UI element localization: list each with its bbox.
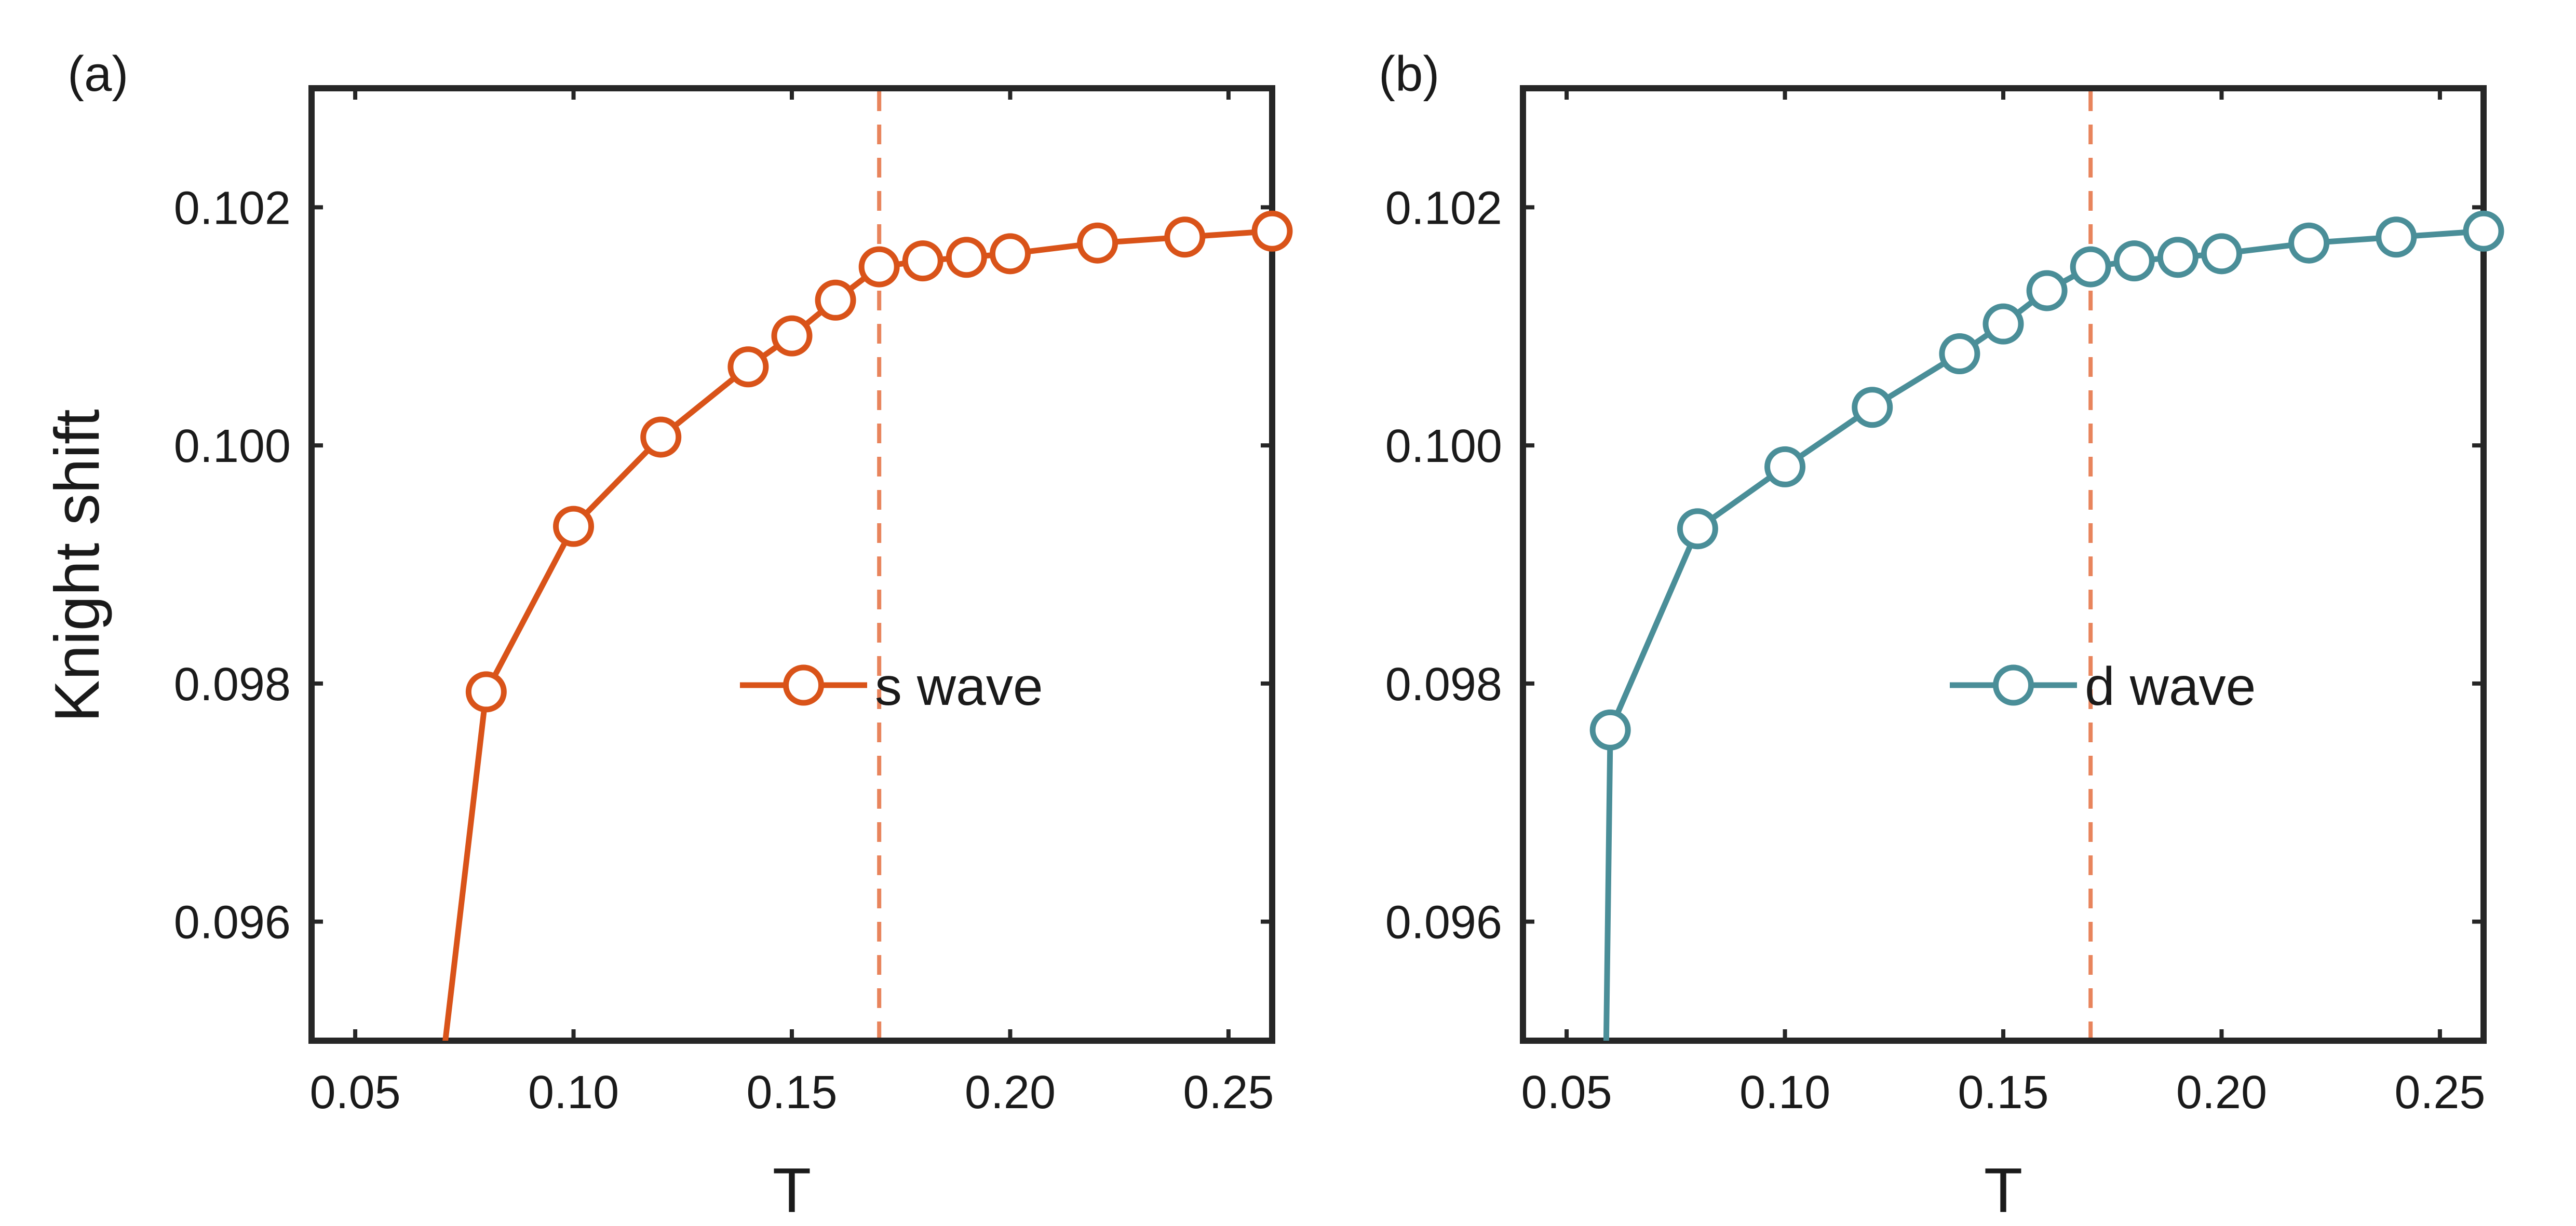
- data-point: [2026, 270, 2068, 311]
- y-tick-label: 0.100: [1385, 420, 1502, 472]
- data-point: [1589, 709, 1631, 751]
- data-point: [727, 346, 769, 388]
- x-tick-label: 0.10: [528, 1067, 619, 1119]
- legend-marker: [783, 664, 824, 706]
- y-tick-label: 0.100: [174, 420, 291, 472]
- axes-frame: [308, 85, 1275, 1044]
- legend-marker: [1993, 664, 2034, 706]
- x-axis-label: T: [773, 1155, 812, 1225]
- data-point: [771, 315, 813, 357]
- panel-label: (a): [68, 46, 128, 102]
- data-point: [2201, 233, 2242, 275]
- y-axis-label: Knight shift: [42, 409, 112, 723]
- x-tick-label: 0.25: [2394, 1067, 2485, 1119]
- legend: d wave: [1950, 657, 2256, 717]
- data-point: [2288, 222, 2330, 264]
- data-point: [815, 279, 856, 321]
- data-point: [1852, 387, 1893, 428]
- y-tick-label: 0.102: [1385, 182, 1502, 234]
- data-point: [465, 671, 507, 713]
- x-tick-label: 0.10: [1739, 1067, 1830, 1119]
- x-tick-label: 0.20: [965, 1067, 1056, 1119]
- data-point: [2376, 216, 2417, 258]
- legend-label: s wave: [875, 657, 1043, 717]
- x-tick-label: 0.15: [1958, 1067, 2048, 1119]
- data-point: [1982, 303, 2024, 345]
- y-tick-label: 0.102: [174, 182, 291, 234]
- x-tick-label: 0.05: [310, 1067, 401, 1119]
- legend: s wave: [740, 657, 1043, 717]
- y-tick-label: 0.096: [1385, 897, 1502, 949]
- data-point: [1939, 333, 1980, 375]
- data-point: [2113, 240, 2155, 282]
- y-tick-label: 0.096: [174, 897, 291, 949]
- x-tick-label: 0.15: [746, 1067, 837, 1119]
- legend-label: d wave: [2085, 657, 2256, 717]
- data-point: [902, 240, 943, 282]
- series-line: [442, 228, 1272, 1041]
- y-tick-label: 0.098: [174, 659, 291, 711]
- panel-label: (b): [1379, 46, 1439, 102]
- data-point: [946, 237, 987, 278]
- data-point: [858, 246, 900, 288]
- axes-frame: [1520, 85, 2487, 1044]
- data-point: [640, 416, 682, 458]
- x-tick-label: 0.05: [1521, 1067, 1612, 1119]
- data-point: [1077, 222, 1118, 264]
- panel-b: 0.05 0.10 0.15 0.20 0.25 0.096 0.098 0.100 0.102…: [1379, 46, 2504, 1225]
- panel-a: 0.05 0.10 0.15 0.20 0.25 0.096 0.098 0.100 0.102…: [68, 46, 1293, 1225]
- data-point: [2157, 237, 2199, 278]
- x-axis-label: T: [1984, 1155, 2023, 1225]
- data-point: [1251, 210, 1293, 252]
- data-point: [1677, 508, 1718, 550]
- x-tick-label: 0.20: [2176, 1067, 2267, 1119]
- data-point: [989, 233, 1031, 275]
- data-point: [1764, 446, 1806, 487]
- plot-area: [1603, 228, 2484, 1041]
- series-line: [1603, 228, 2484, 1041]
- plot-area: [442, 228, 1272, 1041]
- x-tick-label: 0.25: [1183, 1067, 1274, 1119]
- data-point: [1164, 216, 1206, 258]
- data-point: [2070, 246, 2111, 288]
- data-point: [553, 506, 595, 547]
- y-tick-label: 0.098: [1385, 659, 1502, 711]
- data-point: [2463, 210, 2504, 252]
